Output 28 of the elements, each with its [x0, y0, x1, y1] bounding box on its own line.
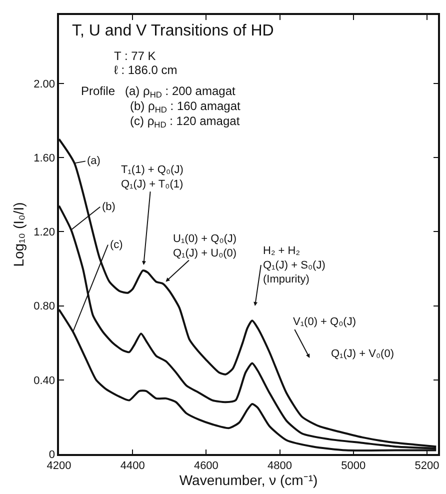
annotation: (b) ρ$_{HD}$ : 160 amagat — [130, 99, 241, 115]
annotation: (b) — [102, 201, 116, 213]
annotation: U₁(0) + Q₀(J) Q₁(J) + U₀(0) — [173, 233, 237, 260]
x-axis-title: Wavenumber, ν (cm⁻¹) — [179, 472, 318, 488]
y-tick-label: 0.40 — [34, 374, 56, 387]
annotation: V₁(0) + Q₀(J) — [293, 316, 356, 328]
y-tick-label: 0 — [48, 448, 56, 461]
annotation: ℓ : 186.0 cm — [114, 63, 178, 77]
y-tick-label: 0.80 — [34, 300, 56, 313]
annotation: (c) — [110, 239, 123, 251]
x-tick-label: 4400 — [120, 460, 145, 472]
annotation: Profile (a) ρ$_{HD}$ : 200 amagat — [81, 84, 236, 100]
x-tick-label: 5000 — [341, 460, 366, 472]
text: T, U and V Transitions of HD — [72, 22, 274, 40]
x-tick-label: 4200 — [46, 460, 72, 472]
annotation: (c) ρ$_{HD}$ : 120 amagat — [130, 114, 240, 130]
y-axis-title: Log₁₀ (I₀/I) — [10, 202, 27, 267]
annotation: T : 77 K — [114, 49, 156, 63]
x-tick-label: 4800 — [268, 460, 292, 472]
annotation: H₂ + H₂ Q₁(J) + S₀(J) (Impurity) — [263, 245, 326, 286]
annotation: (a) — [87, 155, 100, 167]
y-tick-label: 2.00 — [34, 78, 56, 90]
y-tick-label: 1.60 — [34, 152, 56, 164]
annotation: T₁(1) + Q₀(J) Q₁(J) + T₀(1) — [121, 164, 184, 190]
x-tick-label: 4600 — [194, 460, 218, 472]
y-tick-label: 1.20 — [34, 226, 56, 239]
x-tick-label: 5200 — [414, 460, 440, 472]
annotation: Q₁(J) + V₀(0) — [331, 348, 394, 360]
